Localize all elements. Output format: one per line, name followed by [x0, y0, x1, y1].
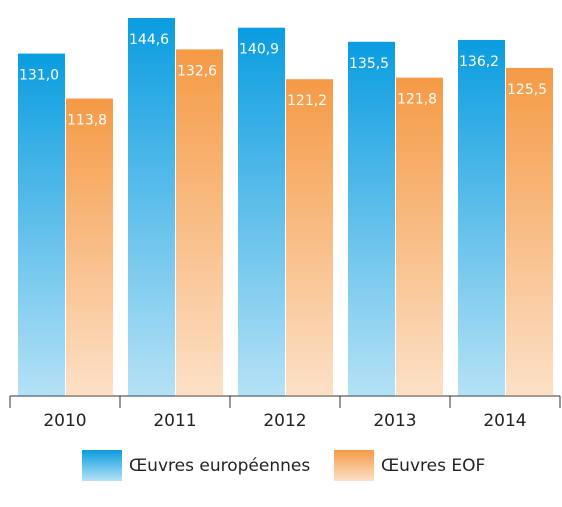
legend-label: Œuvres EOF	[381, 456, 485, 476]
legend-swatch	[82, 450, 122, 481]
x-tick-label: 2012	[263, 411, 306, 431]
bar	[348, 41, 395, 396]
value-label: 132,6	[177, 63, 217, 79]
value-label: 121,8	[397, 92, 437, 108]
legend-label: Œuvres européennes	[129, 456, 310, 476]
bar	[506, 67, 553, 397]
bar	[66, 98, 113, 397]
value-label: 136,2	[459, 54, 499, 70]
x-tick-label: 2010	[43, 411, 86, 431]
bar	[128, 18, 175, 397]
value-label: 144,6	[129, 32, 169, 48]
bar	[396, 77, 443, 396]
bar	[286, 79, 333, 396]
value-label: 140,9	[239, 42, 279, 58]
value-label: 121,2	[287, 93, 327, 109]
bar	[238, 27, 285, 396]
legend-swatch	[334, 450, 374, 481]
x-tick-label: 2013	[373, 411, 416, 431]
x-tick-label: 2014	[483, 411, 526, 431]
value-label: 125,5	[507, 82, 547, 98]
value-label: 131,0	[19, 68, 59, 84]
value-label: 113,8	[67, 113, 107, 129]
bar	[458, 39, 505, 396]
bar	[18, 53, 65, 396]
bar	[176, 49, 223, 396]
x-tick-label: 2011	[153, 411, 196, 431]
value-label: 135,5	[349, 56, 389, 72]
